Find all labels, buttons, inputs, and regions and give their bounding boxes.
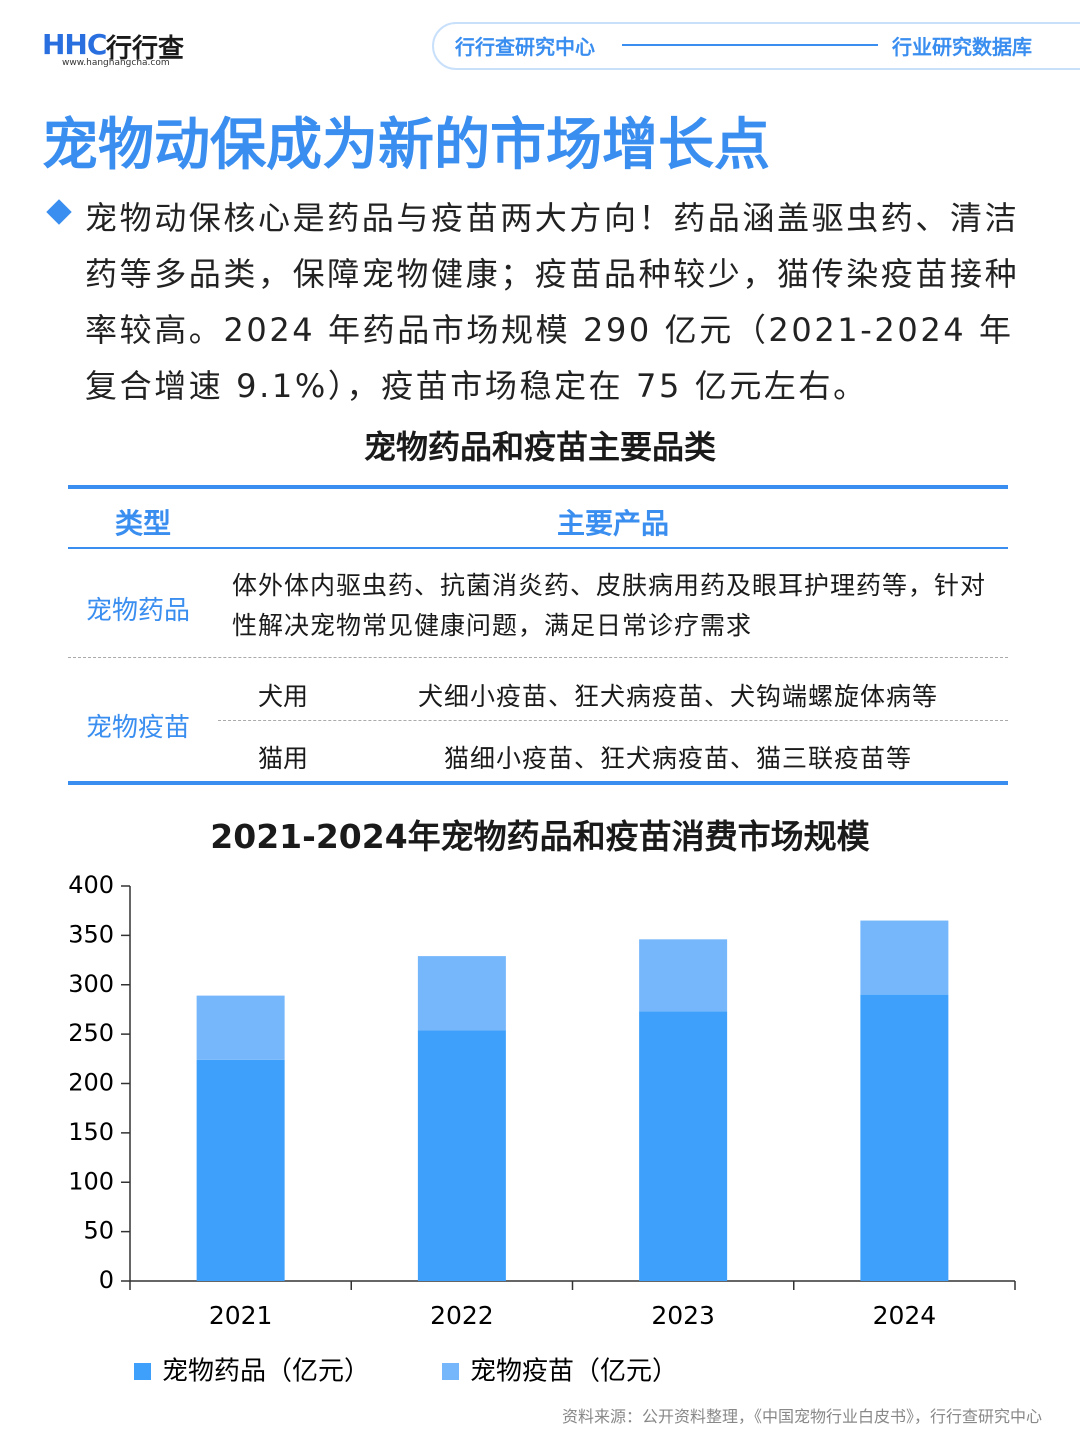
row-products: 犬细小疫苗、狂犬病疫苗、犬钩端螺旋体病等 — [417, 682, 938, 711]
row-products: 猫细小疫苗、狂犬病疫苗、猫三联疫苗等 — [443, 744, 912, 773]
paragraph: 宠物动保核心是药品与疫苗两大方向！药品涵盖驱虫药、清洁药等多品类，保障宠物健康；… — [85, 199, 1020, 405]
row-use: 猫用 — [257, 744, 308, 773]
legend-swatch — [134, 1363, 151, 1380]
bar — [639, 939, 728, 1012]
page-title: 宠物动保成为新的市场增长点 — [42, 113, 770, 178]
legend-swatch — [442, 1363, 459, 1380]
bar — [417, 1030, 506, 1281]
row-products: 体外体内驱虫药、抗菌消炎药、皮肤病用药及眼耳护理药等，针对性解决宠物常见健康问题… — [232, 571, 987, 640]
x-tick-label: 2024 — [873, 1301, 937, 1330]
source: 资料来源：公开资料整理，《中国宠物行业白皮书》，行行查研究中心 — [561, 1407, 1042, 1426]
y-tick-label: 200 — [68, 1069, 114, 1097]
table-header: 类型 — [114, 507, 171, 540]
bar — [196, 995, 285, 1060]
logo-cn: 行行查 — [106, 34, 185, 64]
row-use: 犬用 — [257, 682, 308, 711]
row-divider — [68, 657, 1008, 658]
y-tick-label: 350 — [68, 920, 114, 948]
table-header: 主要产品 — [556, 507, 669, 540]
x-tick-label: 2023 — [651, 1301, 715, 1330]
logo-url: www.hanghangcha.com — [62, 58, 170, 68]
row-type: 宠物药品 — [86, 596, 191, 626]
bar — [860, 994, 949, 1281]
header-center: 行行查研究中心 — [455, 35, 595, 59]
header-rule — [622, 44, 878, 46]
bar — [639, 1011, 728, 1281]
bar — [417, 956, 506, 1031]
y-tick-label: 100 — [68, 1167, 114, 1195]
chart-title: 2021-2024年宠物药品和疫苗消费市场规模 — [210, 817, 870, 856]
y-tick-label: 0 — [99, 1266, 114, 1294]
bar — [860, 920, 949, 995]
y-tick-label: 50 — [83, 1217, 114, 1245]
legend-label: 宠物药品（亿元） — [162, 1357, 370, 1387]
x-tick-label: 2022 — [430, 1301, 494, 1330]
table-title: 宠物药品和疫苗主要品类 — [363, 428, 716, 466]
table-rule — [68, 485, 1008, 489]
row-divider — [218, 720, 1008, 721]
header-database: 行业研究数据库 — [892, 35, 1032, 59]
bullet — [46, 199, 72, 225]
y-tick-label: 300 — [68, 970, 114, 998]
bar — [196, 1059, 285, 1281]
y-tick-label: 250 — [68, 1019, 114, 1047]
logo: HHC — [42, 28, 107, 61]
table-rule — [68, 547, 1008, 549]
x-tick-label: 2021 — [209, 1301, 273, 1330]
y-tick-label: 400 — [68, 871, 114, 899]
y-tick-label: 150 — [68, 1118, 114, 1146]
table-rule — [68, 781, 1008, 785]
header-pill — [432, 22, 1080, 70]
row-type: 宠物疫苗 — [86, 713, 191, 743]
chart: 0 50 100 150 200 250 300 350 400 2021 2022 2023 2024… — [68, 871, 1016, 1387]
legend-label: 宠物疫苗（亿元） — [470, 1357, 678, 1387]
